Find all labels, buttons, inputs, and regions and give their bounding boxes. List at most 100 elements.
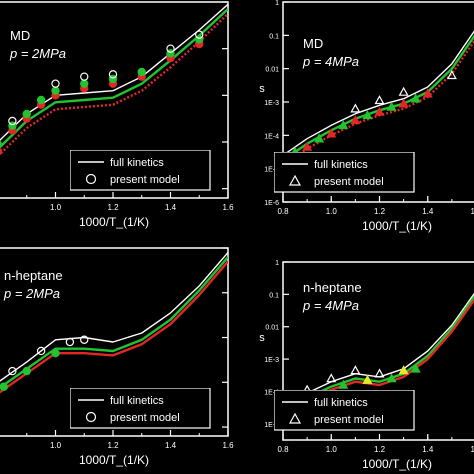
chart-panel-top-right: 0.8 1.0 1.2 1.4 1.6 1E-6 1E-5 1E-4 1E-3 0.01 0.1 1 M… [259, 0, 474, 233]
legend-label: present model [314, 414, 384, 426]
legend: full kinetics present model [274, 152, 415, 193]
data-point [166, 44, 175, 53]
legend-label: full kinetics [110, 395, 164, 407]
data-point [338, 379, 349, 389]
data-point [22, 366, 31, 376]
x-tick-label: 1.2 [374, 207, 386, 216]
data-point [350, 103, 361, 113]
data-point [195, 30, 204, 39]
annotation-pressure: p = 4MPa [302, 54, 359, 69]
legend-circle-swatch [85, 173, 97, 185]
x-tick-label: 1.6 [222, 441, 234, 450]
data-point [80, 335, 89, 344]
annotation-pressure: p = 2MPa [3, 286, 60, 301]
legend-label: present model [110, 174, 180, 186]
data-point [8, 366, 17, 376]
data-point [51, 86, 60, 95]
y-tick-label: 0.1 [269, 33, 279, 40]
series-group [0, 3, 228, 156]
data-point [0, 147, 3, 156]
legend-label: full kinetics [314, 397, 368, 409]
series-line [0, 8, 228, 149]
data-point [350, 115, 361, 125]
data-point [108, 70, 118, 79]
data-point [80, 79, 89, 88]
y-tick-label: 1E-4 [264, 389, 279, 396]
annotation-fuel: n-heptane [303, 280, 362, 295]
annotation-fuel: MD [303, 36, 323, 51]
data-point [398, 86, 409, 96]
data-point [410, 93, 421, 103]
panel-annotation: n-heptane p = 2MPa [3, 268, 63, 301]
series-line [0, 256, 228, 390]
x-axis-label: 1000/T_(1/K) [79, 215, 149, 229]
x-tick-label: 1.2 [107, 203, 119, 212]
x-tick-label: 1.4 [422, 445, 434, 454]
y-axis-label: s [259, 83, 265, 95]
y-tick-label: 1 [275, 260, 279, 267]
data-point [8, 116, 17, 126]
x-tick-label: 1.4 [165, 203, 177, 212]
data-point [386, 373, 397, 383]
data-point [374, 95, 385, 105]
data-point [362, 374, 373, 384]
data-point [65, 337, 75, 347]
data-point [410, 363, 421, 373]
data-point [51, 79, 60, 88]
x-tick-label: 1.0 [326, 207, 338, 216]
data-point [22, 109, 31, 119]
data-point [51, 348, 60, 358]
annotation-pressure: p = 2MPa [9, 46, 66, 61]
y-tick-label: 0.01 [265, 325, 279, 332]
x-tick-label: 1.2 [374, 445, 386, 454]
data-point [350, 365, 361, 375]
x-tick-label: 1.0 [326, 445, 338, 454]
chart-panel-top-left: 1.0 1.2 1.4 1.6 MD p = 2MPa full kinetics prese… [0, 1, 234, 229]
y-tick-label: 1E-3 [264, 100, 279, 107]
data-point [326, 128, 337, 138]
y-tick-label: 1E-6 [264, 200, 279, 207]
data-point [326, 373, 337, 383]
legend-triangle-swatch [288, 174, 302, 186]
y-tick-label: 0.01 [265, 67, 279, 74]
x-tick-label: 1.2 [107, 441, 119, 450]
x-tick-label: 1.0 [50, 441, 62, 450]
data-point [446, 70, 457, 80]
data-point [374, 106, 385, 116]
legend: full kinetics present model [70, 150, 211, 191]
y-tick-label: 1E-5 [264, 167, 279, 174]
legend-label: full kinetics [110, 157, 164, 169]
legend-triangle-swatch [288, 412, 302, 424]
data-point [362, 110, 373, 120]
data-point [338, 120, 349, 130]
x-tick-label: 1.6 [222, 203, 234, 212]
annotation-fuel: n-heptane [4, 268, 63, 283]
x-tick-label: 1.4 [165, 441, 177, 450]
x-tick-label: 1.4 [422, 207, 434, 216]
chart-panel-bottom-left: 1.0 1.2 1.4 1.6 n-heptane p = 2MPa full kineti… [0, 247, 234, 467]
series-line [0, 252, 228, 382]
x-axis-label: 1000/T_(1/K) [362, 219, 432, 233]
x-axis-label: 1000/T_(1/K) [362, 457, 432, 471]
y-tick-label: 1 [275, 0, 279, 7]
data-point [0, 382, 8, 391]
legend-label: present model [314, 176, 384, 188]
data-point [36, 95, 46, 105]
series-group [0, 252, 228, 394]
annotation-pressure: p = 4MPa [302, 298, 359, 313]
x-tick-label: 0.8 [277, 445, 289, 454]
y-axis-label: s [259, 332, 265, 344]
data-point [137, 67, 146, 77]
data-point [422, 88, 433, 98]
legend: full kinetics present model [274, 390, 415, 431]
y-tick-label: 1E-5 [264, 422, 279, 429]
x-tick-label: 1.6 [470, 445, 474, 454]
data-point [398, 98, 409, 108]
series-line [0, 3, 228, 142]
x-tick-label: 1.6 [470, 207, 474, 216]
x-axis-label: 1000/T_(1/K) [79, 453, 149, 467]
x-tick-label: 0.8 [277, 207, 289, 216]
series-line [0, 12, 228, 156]
panel-annotation: MD p = 2MPa [9, 28, 66, 61]
series-line [0, 260, 228, 394]
